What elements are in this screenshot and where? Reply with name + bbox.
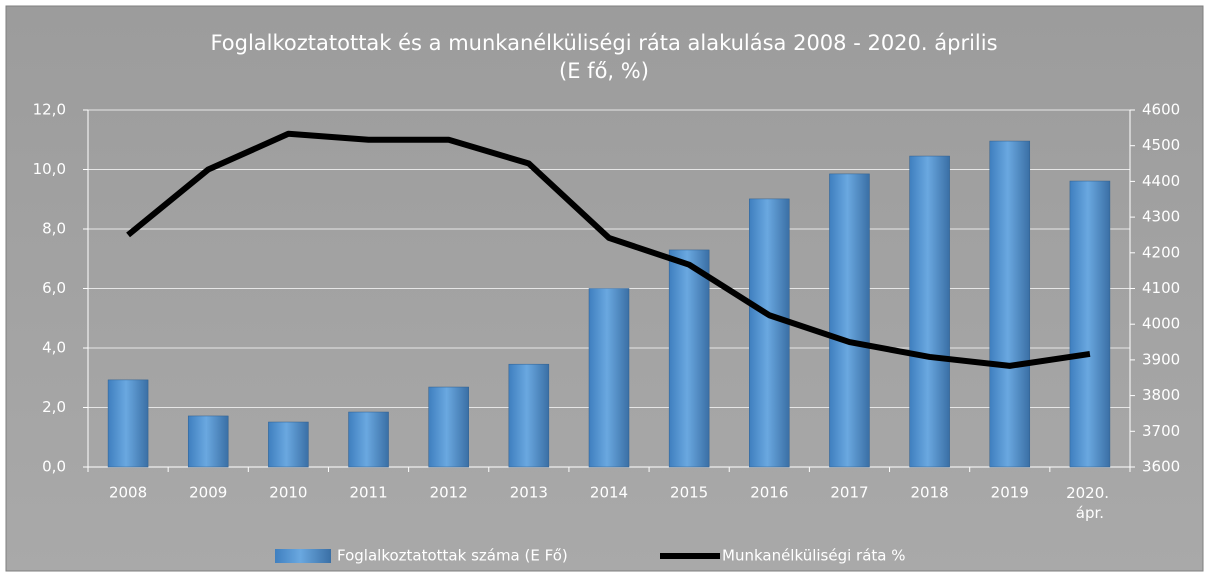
y2-tick-label: 4000 [1142,315,1180,333]
bar [909,155,950,468]
legend-label: Foglalkoztatottak száma (E Fő) [337,547,568,565]
y2-tick-label: 4600 [1142,101,1180,119]
x-tick-label: 2016 [750,484,788,502]
bar [749,198,790,468]
y-tick-label: 8,0 [42,220,66,238]
y2-tick-label: 3700 [1142,422,1180,440]
x-tick-label: 2017 [830,484,868,502]
x-tick-label: 2010 [269,484,307,502]
bar [829,173,870,468]
bar [187,415,229,468]
y2-tick-label: 4400 [1142,172,1180,190]
x-tick-label: 2013 [510,484,548,502]
x-tick-label: 2011 [349,484,387,502]
y-tick-label: 4,0 [42,339,66,357]
y-tick-label: 6,0 [42,279,66,297]
y-tick-label: 10,0 [33,160,66,178]
x-tick-label: 2012 [430,484,468,502]
y2-tick-label: 3900 [1142,350,1180,368]
x-tick-label: 2015 [670,484,708,502]
x-tick-label: 2020. ápr. [1066,484,1114,522]
bar [588,288,630,468]
chart-title: Foglalkoztatottak és a munkanélküliségi … [210,31,997,55]
y2-tick-label: 4300 [1142,208,1180,226]
x-tick-label: 2018 [911,484,949,502]
bar [268,421,309,468]
y2-tick-label: 3800 [1142,386,1180,404]
bar [989,140,1031,468]
x-tick-label: 2009 [189,484,227,502]
bar [1069,180,1111,468]
line [126,130,1091,369]
bar [668,249,710,468]
y2-tick-label: 4100 [1142,279,1180,297]
y-tick-label: 2,0 [42,398,66,416]
bar [508,363,550,468]
chart-subtitle: (E fő, %) [559,59,649,83]
bar [428,386,469,468]
bar [107,379,149,468]
legend-swatch [275,549,331,563]
legend-label: Munkanélküliségi ráta % [722,547,906,565]
bar [348,411,389,468]
y2-tick-label: 3600 [1142,458,1180,476]
x-tick-label: 2008 [109,484,147,502]
x-tick-label: 2019 [991,484,1029,502]
y-tick-label: 12,0 [33,101,66,119]
y2-tick-label: 4200 [1142,243,1180,261]
y-tick-label: 0,0 [42,458,66,476]
x-tick-label: 2014 [590,484,628,502]
y2-tick-label: 4500 [1142,136,1180,154]
